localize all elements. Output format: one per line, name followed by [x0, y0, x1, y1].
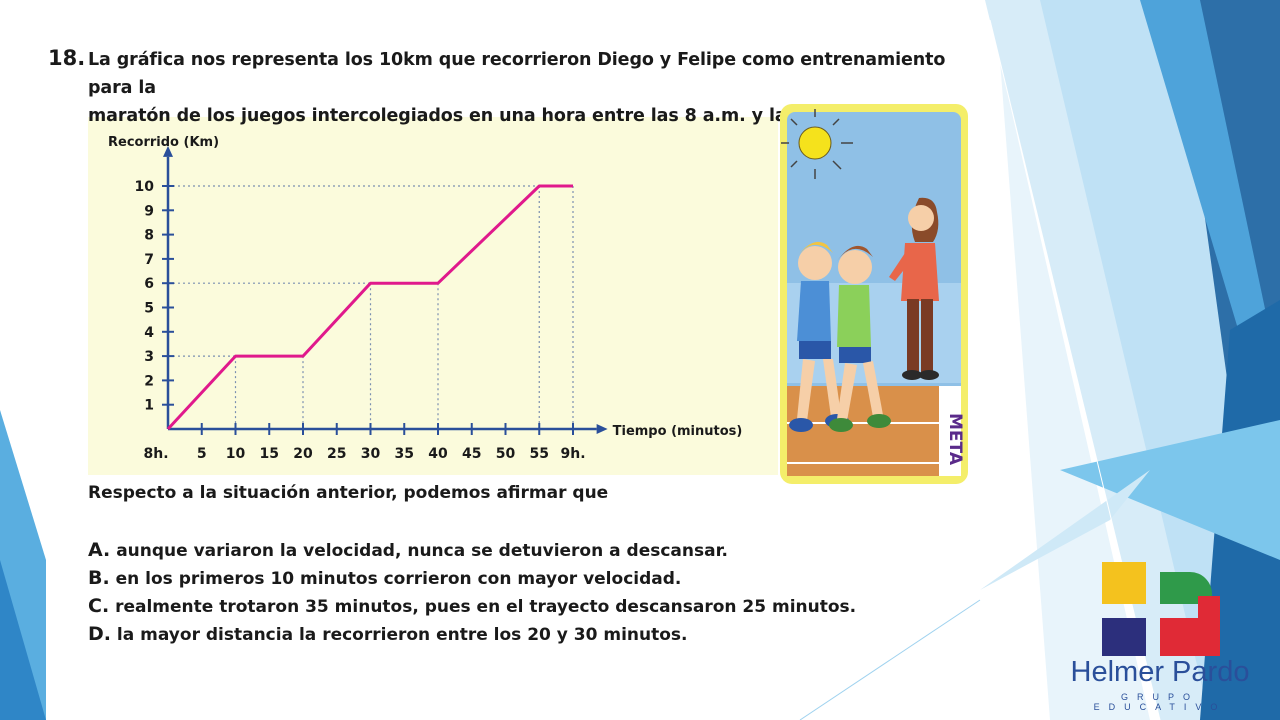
- x-tick-label: 20: [293, 446, 313, 462]
- prompt-text: Respecto a la situación anterior, podemo…: [88, 483, 609, 503]
- y-tick-label: 1: [144, 398, 154, 414]
- option-b-text: en los primeros 10 minutos corrieron con…: [115, 569, 682, 589]
- finish-label: META: [945, 413, 965, 466]
- runner-boy-green-icon: [829, 245, 891, 432]
- y-axis-label: Recorrido (Km): [108, 135, 219, 150]
- option-c[interactable]: C. realmente trotaron 35 minutos, pues e…: [88, 592, 856, 620]
- x-tick-label: 15: [260, 446, 279, 462]
- x-axis-label: Tiempo (minutos): [613, 424, 743, 439]
- y-tick-label: 3: [144, 349, 154, 365]
- x-axis-arrow: [596, 424, 608, 434]
- option-d-text: la mayor distancia la recorrieron entre …: [116, 625, 688, 645]
- option-b[interactable]: B. en los primeros 10 minutos corrieron …: [88, 564, 856, 592]
- brand-logo: Helmer Pardo GRUPO EDUCATIVO: [1058, 560, 1262, 712]
- y-tick-label: 8: [144, 228, 154, 244]
- chart-panel: [88, 117, 778, 475]
- y-tick-label: 7: [144, 252, 154, 268]
- y-tick-label: 10: [135, 179, 155, 195]
- x-tick-label: 5: [197, 446, 207, 462]
- y-tick-label: 6: [144, 276, 154, 292]
- x-tick-label: 10: [226, 446, 246, 462]
- option-a-text: aunque variaron la velocidad, nunca se d…: [116, 541, 729, 561]
- y-tick-label: 9: [144, 203, 154, 219]
- x-tick-label: 50: [496, 446, 516, 462]
- runner-boy-blue-icon: [789, 241, 849, 432]
- question-line-1: La gráfica nos representa los 10km que r…: [88, 50, 946, 98]
- x-tick-label: 55: [530, 446, 549, 462]
- option-b-letter: B.: [88, 567, 110, 589]
- question-line-2: maratón de los juegos intercolegiados en…: [88, 106, 864, 126]
- runners-illustration: META: [780, 104, 968, 484]
- y-tick-label: 5: [144, 301, 154, 317]
- option-c-text: realmente trotaron 35 minutos, pues en e…: [115, 597, 857, 617]
- question-number: 18.: [48, 46, 86, 70]
- x-tick-label: 35: [395, 446, 414, 462]
- x-tick-label: 45: [462, 446, 481, 462]
- x-tick-label: 8h.: [143, 446, 168, 462]
- y-tick-label: 2: [144, 373, 154, 389]
- logo-subtitle: GRUPO EDUCATIVO: [1093, 692, 1227, 712]
- x-tick-label: 30: [361, 446, 381, 462]
- y-axis-arrow: [163, 145, 173, 157]
- option-d-letter: D.: [88, 623, 111, 645]
- option-d[interactable]: D. la mayor distancia la recorrieron ent…: [88, 620, 856, 648]
- series-line: [166, 184, 573, 431]
- question-text: La gráfica nos representa los 10km que r…: [88, 46, 988, 130]
- option-c-letter: C.: [88, 595, 110, 617]
- woman-icon: [889, 197, 939, 380]
- x-tick-label: 9h.: [560, 446, 585, 462]
- logo-mark-icon: [1102, 562, 1220, 656]
- answer-options: A. aunque variaron la velocidad, nunca s…: [88, 536, 856, 648]
- option-a[interactable]: A. aunque variaron la velocidad, nunca s…: [88, 536, 856, 564]
- option-a-letter: A.: [88, 539, 111, 561]
- sun-icon: [781, 109, 853, 179]
- y-tick-label: 4: [144, 325, 154, 341]
- x-tick-label: 25: [327, 446, 346, 462]
- x-tick-label: 40: [428, 446, 448, 462]
- logo-name: Helmer Pardo: [1070, 656, 1250, 688]
